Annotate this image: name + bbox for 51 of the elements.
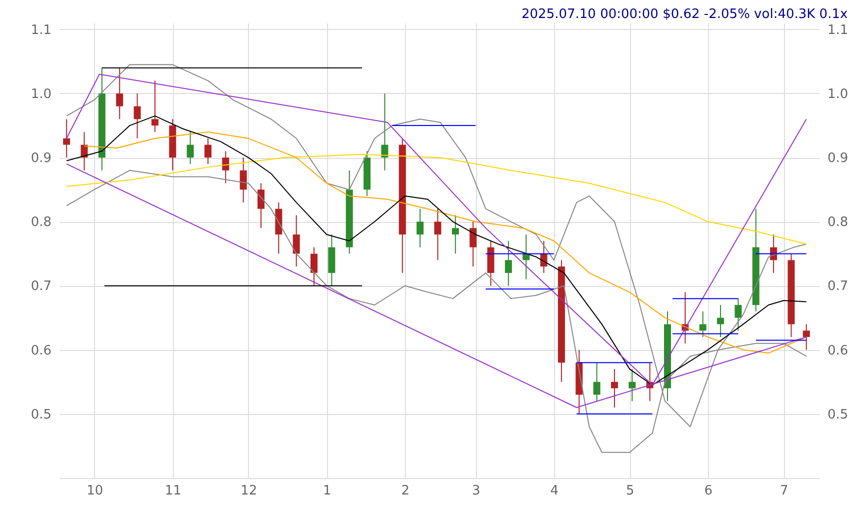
candlestick bbox=[416, 208, 424, 248]
candlestick bbox=[151, 80, 158, 132]
y2-tick-label: 0.8 bbox=[828, 215, 848, 230]
line-series bbox=[66, 154, 807, 245]
y2-tick-label: 0.9 bbox=[828, 151, 848, 166]
y2-tick-label: 0.7 bbox=[828, 279, 848, 294]
candlestick bbox=[470, 221, 477, 268]
x-tick-label: 3 bbox=[472, 484, 480, 498]
x-tick-label: 2 bbox=[401, 484, 410, 498]
candlestick bbox=[240, 157, 247, 203]
candlestick bbox=[699, 310, 706, 338]
y2-tick-label: 0.6 bbox=[828, 343, 848, 358]
x-tick-label: 12 bbox=[240, 484, 258, 498]
x-tick-label: 1 bbox=[323, 484, 332, 498]
candlestick bbox=[434, 208, 442, 261]
candlestick bbox=[292, 214, 300, 268]
x-tick-label: 11 bbox=[164, 484, 182, 498]
y2-tick-label: 1.1 bbox=[828, 22, 848, 38]
y-tick-label: 0.6 bbox=[30, 343, 52, 358]
candlestick bbox=[222, 150, 230, 184]
candlestick bbox=[522, 234, 530, 280]
candlestick bbox=[204, 138, 212, 164]
x-tick-label: 7 bbox=[780, 484, 788, 498]
x-tick-label: 4 bbox=[550, 484, 559, 498]
candlestick bbox=[186, 131, 194, 164]
chart-title: 2025.07.10 00:00:00 $0.62 -2.05% vol:40.3K 0.1x bbox=[522, 7, 848, 22]
candlestick bbox=[593, 362, 600, 402]
y2-tick-label: 1.0 bbox=[828, 86, 848, 102]
candlestick bbox=[381, 92, 388, 171]
y-tick-label: 0.7 bbox=[30, 279, 52, 294]
candlestick bbox=[504, 240, 512, 286]
candlestick bbox=[310, 246, 318, 286]
y-tick-label: 1.0 bbox=[30, 86, 52, 102]
candlestick bbox=[717, 304, 724, 338]
y-tick-label: 0.5 bbox=[30, 407, 52, 422]
candlestick bbox=[134, 92, 141, 139]
x-tick-label: 6 bbox=[704, 484, 713, 498]
y-tick-label: 1.1 bbox=[30, 22, 52, 38]
y2-tick-label: 0.5 bbox=[828, 407, 848, 422]
candlestick bbox=[116, 67, 124, 120]
candlestick bbox=[628, 368, 636, 402]
candlestick bbox=[63, 118, 70, 158]
y-tick-label: 0.8 bbox=[30, 215, 52, 230]
candlestick bbox=[802, 324, 810, 350]
x-tick-label: 10 bbox=[86, 484, 104, 498]
candlestick bbox=[734, 298, 742, 332]
candlestick bbox=[452, 214, 459, 254]
y-tick-label: 0.9 bbox=[30, 151, 52, 166]
x-tick-label: 5 bbox=[626, 484, 634, 498]
candlestick bbox=[257, 182, 264, 229]
candlestick bbox=[610, 368, 618, 408]
